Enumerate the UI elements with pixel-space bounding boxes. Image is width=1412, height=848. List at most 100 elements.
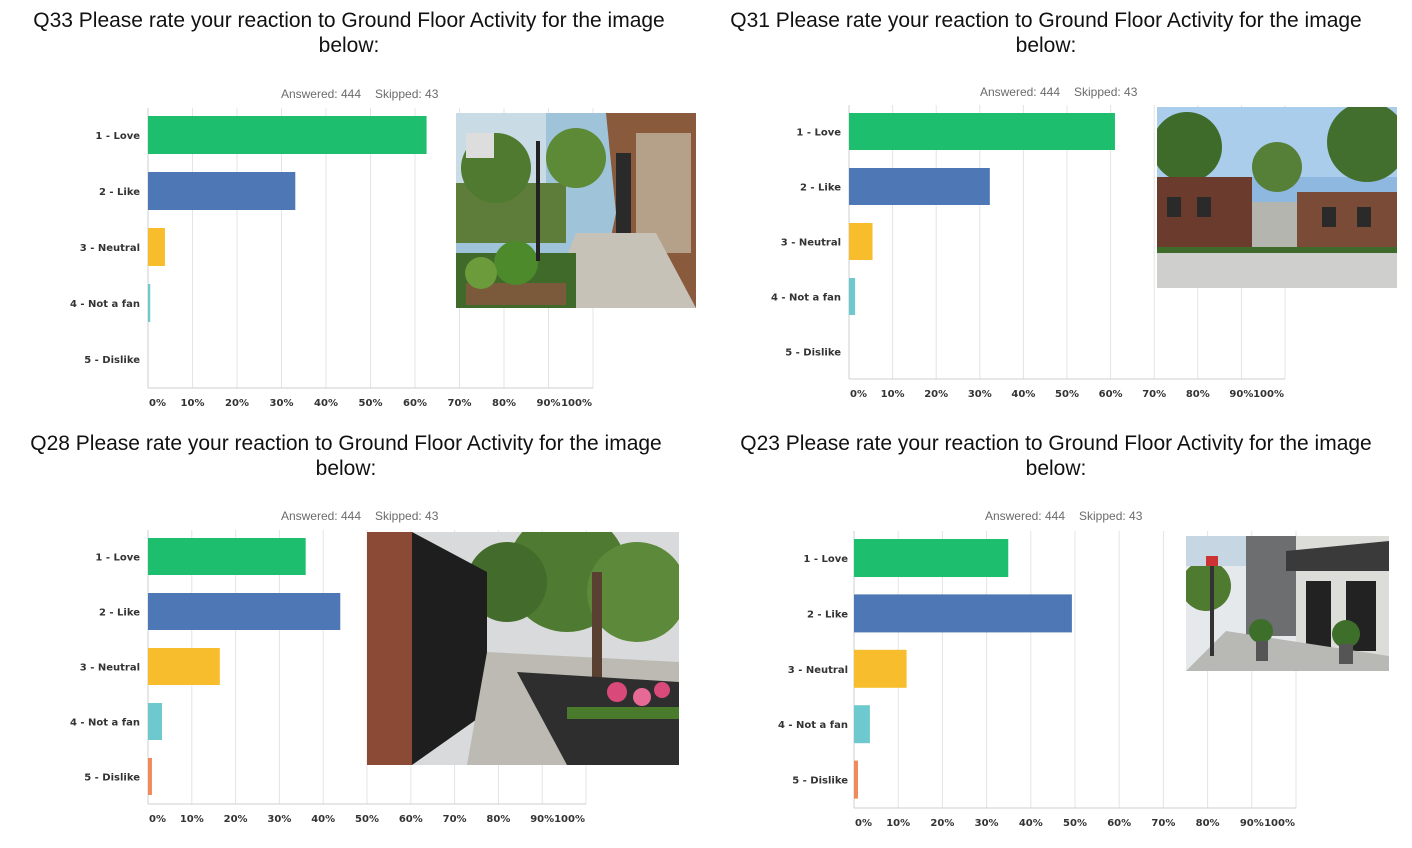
category-label: 4 - Not a fan <box>70 299 140 310</box>
bar-2 <box>148 593 341 630</box>
x-tick-label: 90% <box>537 398 561 409</box>
skipped-count: Skipped: 43 <box>1074 85 1138 99</box>
x-tick-label: 30% <box>267 814 291 825</box>
bar-1 <box>849 113 1115 150</box>
x-tick-label: 50% <box>359 398 383 409</box>
x-tick-label: 60% <box>403 398 427 409</box>
x-tick-label: 90% <box>1229 389 1253 400</box>
street-photo <box>1186 536 1389 671</box>
x-tick-label: 60% <box>399 814 423 825</box>
bar-2 <box>148 172 296 210</box>
category-label: 2 - Like <box>99 608 140 619</box>
bar-chart: 1 - Love 2 - Like 3 - Neutral 4 - Not a fan… <box>70 108 594 409</box>
category-label: 5 - Dislike <box>792 776 848 787</box>
category-label: 2 - Like <box>800 183 841 194</box>
category-label: 1 - Love <box>803 554 848 565</box>
bar-1 <box>148 538 306 575</box>
answered-count: Answered: 444 <box>280 87 361 101</box>
bar-4 <box>849 278 856 315</box>
x-tick-label: 40% <box>311 814 335 825</box>
category-label: 2 - Like <box>807 609 848 620</box>
skipped-count: Skipped: 43 <box>1079 509 1143 523</box>
bar-chart: 1 - Love 2 - Like 3 - Neutral 4 - Not a fan… <box>70 530 587 825</box>
x-tick-label: 10% <box>180 814 204 825</box>
x-tick-label: 0% <box>149 398 166 409</box>
x-tick-label: 30% <box>270 398 294 409</box>
category-label: 3 - Neutral <box>80 243 140 254</box>
category-label: 5 - Dislike <box>84 355 140 366</box>
bar-1 <box>148 116 427 154</box>
bar-3 <box>849 223 873 260</box>
bar-5 <box>148 758 152 795</box>
question-title: Q31 Please rate your reaction to Ground … <box>730 9 1362 57</box>
x-tick-label: 90% <box>530 814 554 825</box>
x-tick-label: 70% <box>448 398 472 409</box>
answered-count: Answered: 444 <box>979 85 1060 99</box>
category-label: 5 - Dislike <box>785 348 841 359</box>
chart-panel-q23: Q23 Please rate your reaction to Ground … <box>706 424 1412 848</box>
category-label: 3 - Neutral <box>788 665 848 676</box>
bar-3 <box>148 228 165 266</box>
category-label: 4 - Not a fan <box>70 718 140 729</box>
question-title: Q33 Please rate your reaction to Ground … <box>33 9 665 57</box>
x-tick-label: 40% <box>1019 818 1043 829</box>
x-tick-label: 30% <box>975 818 999 829</box>
category-label: 4 - Not a fan <box>778 720 848 731</box>
x-tick-label: 20% <box>924 389 948 400</box>
x-tick-label: 60% <box>1099 389 1123 400</box>
question-title: Q28 Please rate your reaction to Ground … <box>30 432 662 480</box>
bar-1 <box>854 539 1009 577</box>
category-label: 1 - Love <box>95 553 140 564</box>
category-label: 4 - Not a fan <box>771 293 841 304</box>
x-tick-label: 0% <box>149 814 166 825</box>
chart-panel-q33: Q33 Please rate your reaction to Ground … <box>0 0 706 420</box>
answered-count: Answered: 444 <box>984 509 1065 523</box>
skipped-count: Skipped: 43 <box>375 509 439 523</box>
x-tick-label: 20% <box>224 814 248 825</box>
category-label: 5 - Dislike <box>84 773 140 784</box>
x-tick-label: 50% <box>1055 389 1079 400</box>
x-tick-label: 100% <box>561 398 592 409</box>
x-tick-label: 10% <box>886 818 910 829</box>
bar-3 <box>854 649 907 688</box>
x-tick-label: 20% <box>225 398 249 409</box>
skipped-count: Skipped: 43 <box>375 87 439 101</box>
x-tick-label: 40% <box>1011 389 1035 400</box>
x-tick-label: 80% <box>492 398 516 409</box>
x-tick-label: 100% <box>1253 389 1284 400</box>
x-tick-label: 100% <box>1264 818 1295 829</box>
bar-5 <box>854 760 858 799</box>
bar-2 <box>849 168 990 205</box>
category-label: 1 - Love <box>796 128 841 139</box>
street-photo <box>367 532 679 765</box>
question-title: Q23 Please rate your reaction to Ground … <box>740 432 1372 480</box>
category-label: 3 - Neutral <box>781 238 841 249</box>
x-tick-label: 10% <box>881 389 905 400</box>
x-tick-label: 70% <box>1151 818 1175 829</box>
x-tick-label: 70% <box>443 814 467 825</box>
x-tick-label: 20% <box>930 818 954 829</box>
bar-4 <box>854 705 870 744</box>
x-tick-label: 0% <box>855 818 872 829</box>
x-tick-label: 60% <box>1107 818 1131 829</box>
x-tick-label: 90% <box>1240 818 1264 829</box>
answered-count: Answered: 444 <box>280 509 361 523</box>
street-photo <box>456 113 696 308</box>
bar-3 <box>148 648 220 685</box>
x-tick-label: 70% <box>1142 389 1166 400</box>
category-label: 2 - Like <box>99 187 140 198</box>
bar-chart: 1 - Love 2 - Like 3 - Neutral 4 - Not a fan… <box>778 531 1297 829</box>
x-tick-label: 10% <box>181 398 205 409</box>
bar-2 <box>854 594 1072 633</box>
response-counts: Answered: 444 Skipped: 43 <box>706 495 1408 537</box>
response-counts: Answered: 444 Skipped: 43 <box>706 71 1398 113</box>
x-tick-label: 50% <box>1063 818 1087 829</box>
chart-panel-q31: Q31 Please rate your reaction to Ground … <box>706 0 1412 420</box>
chart-panel-q28: Q28 Please rate your reaction to Ground … <box>0 424 706 848</box>
x-tick-label: 80% <box>1186 389 1210 400</box>
category-label: 1 - Love <box>95 131 140 142</box>
street-photo <box>1157 107 1397 288</box>
response-counts: Answered: 444 Skipped: 43 <box>0 495 706 537</box>
x-tick-label: 80% <box>1196 818 1220 829</box>
bar-4 <box>148 284 151 322</box>
